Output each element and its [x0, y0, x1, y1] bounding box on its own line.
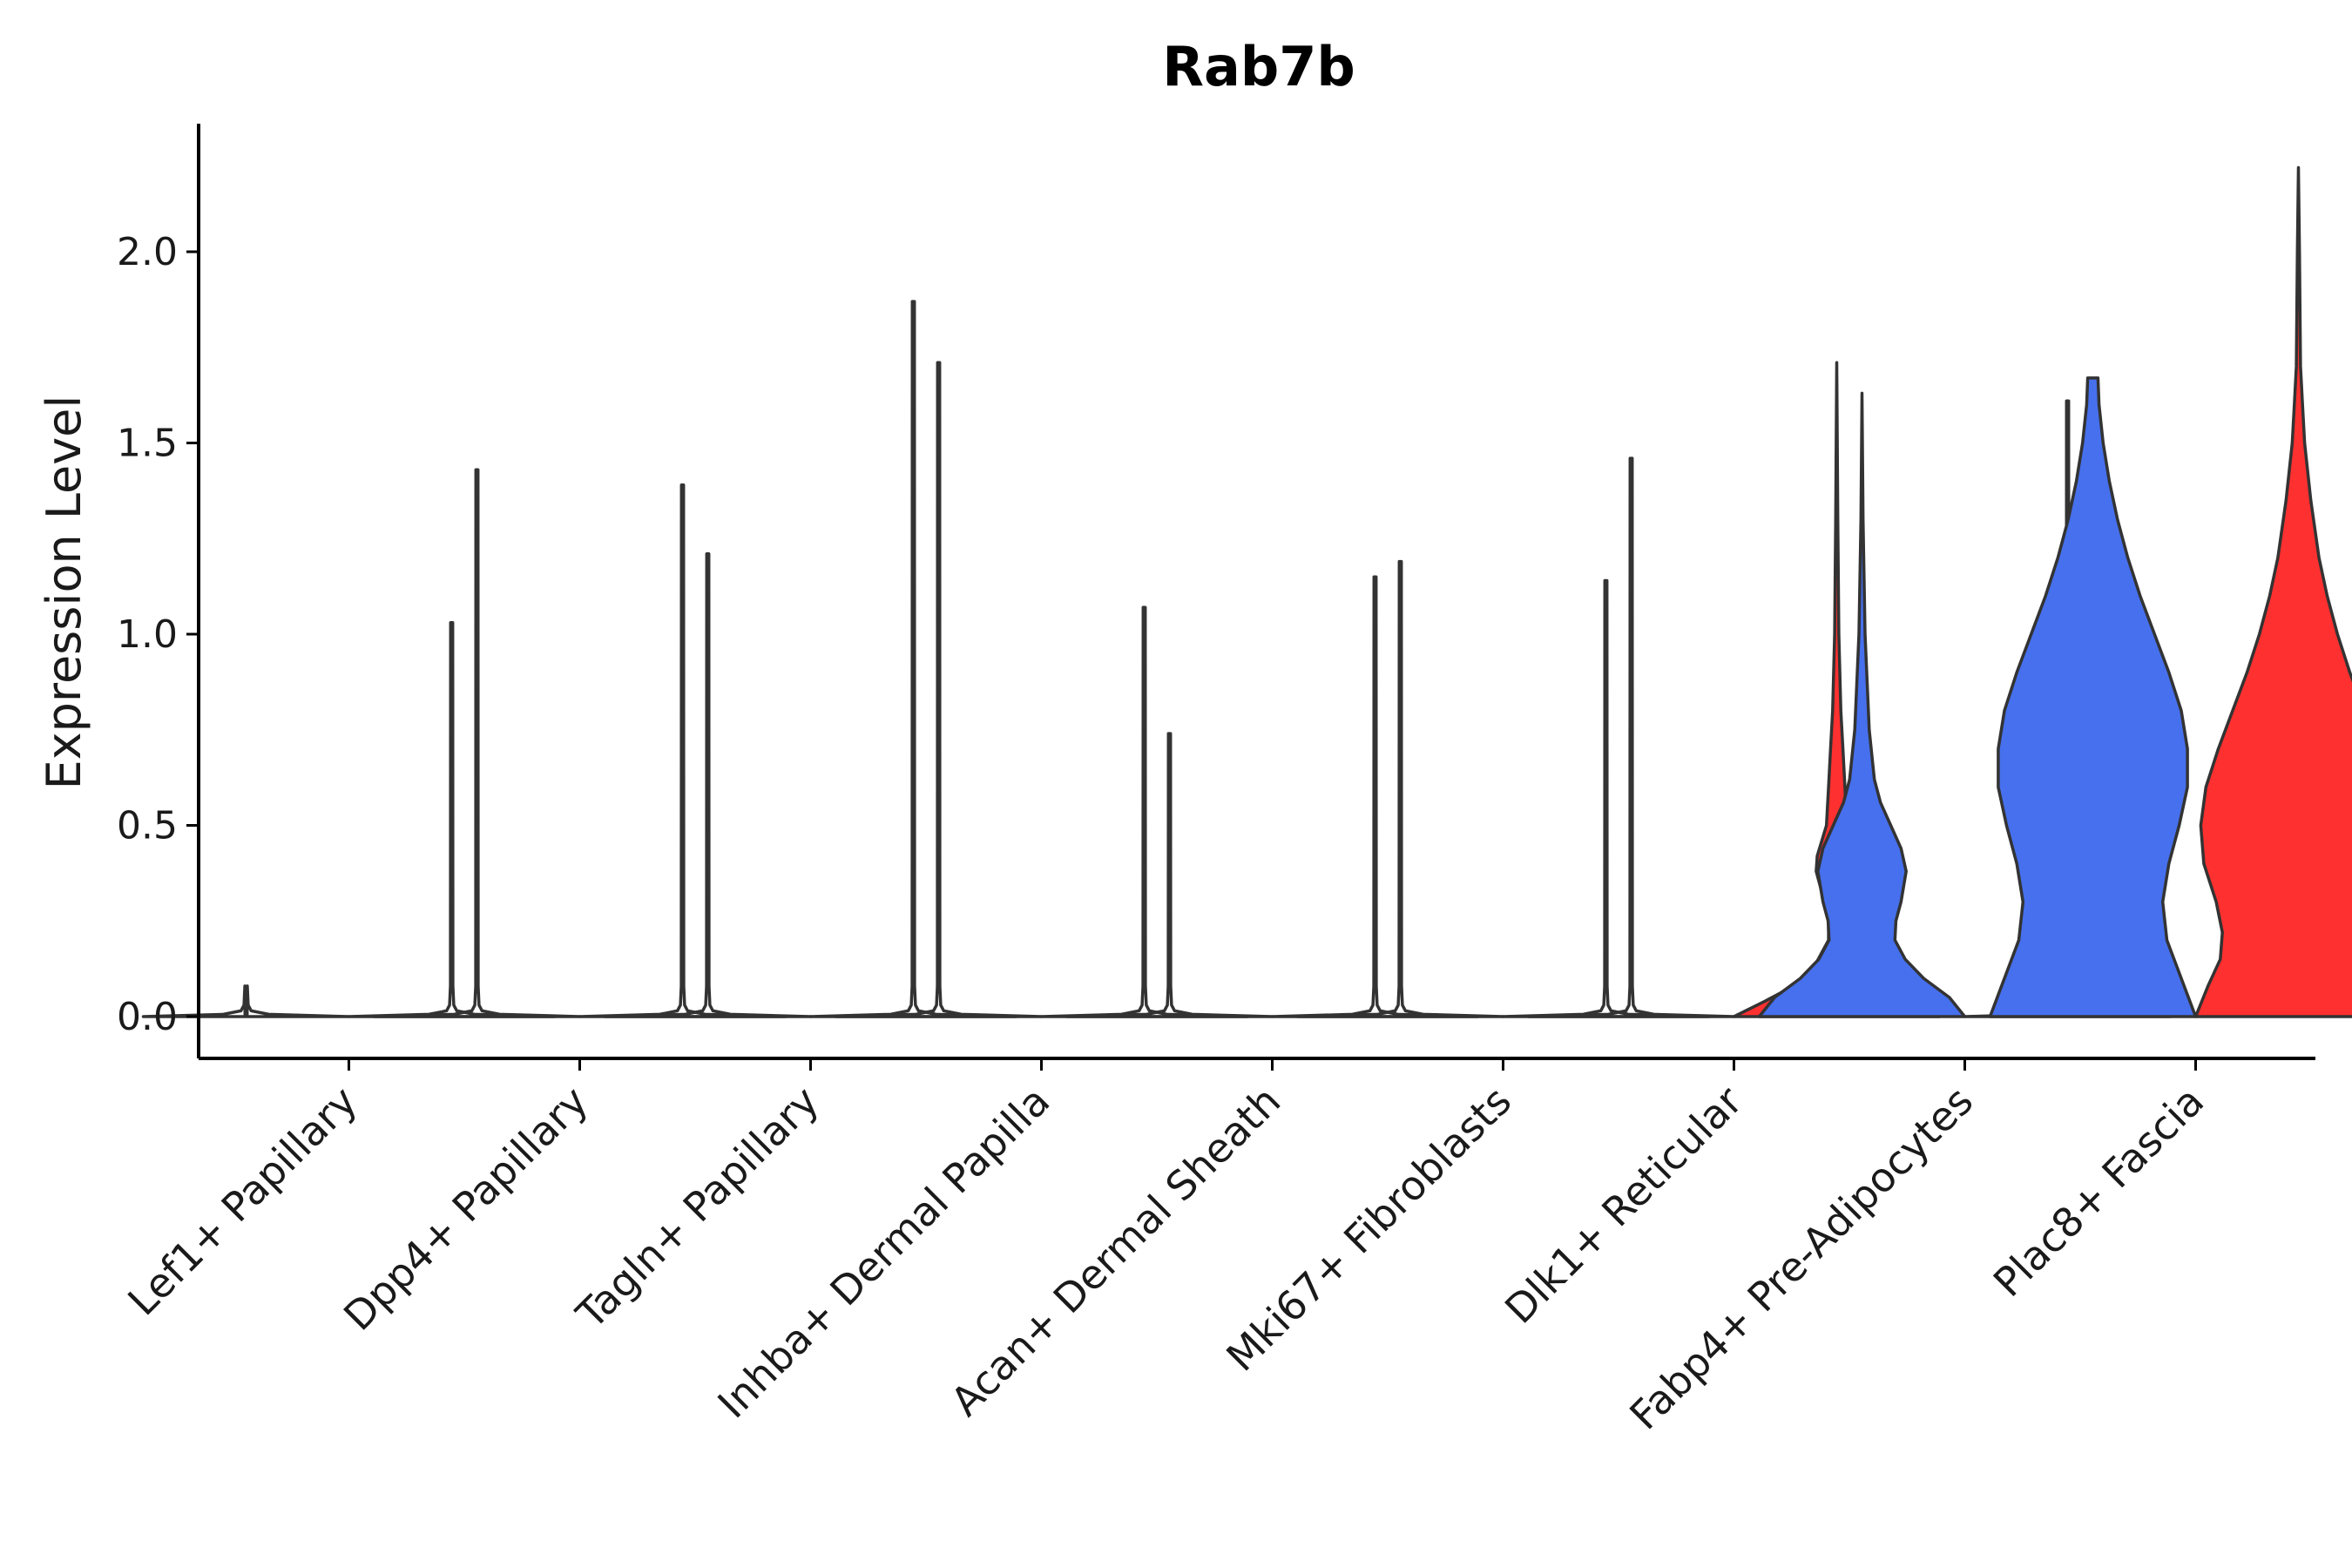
x-tick-label: Dlk1+ Reticular: [1496, 1078, 1751, 1333]
violin-5-right: [1501, 578, 1711, 1018]
x-tick-label: Tagln+ Papillary: [567, 1078, 828, 1339]
y-tick-label: 1.0: [117, 612, 178, 657]
y-tick-label: 0.5: [117, 804, 178, 848]
violin-3-left: [834, 361, 1044, 1018]
violin-6-left: [1526, 456, 1736, 1018]
violin-0-left: [141, 984, 351, 1018]
y-tick-label: 0.0: [117, 995, 178, 1039]
violin-8-right: [2193, 166, 2352, 1018]
violin-layer: [141, 166, 2352, 1018]
violin-7-left: [1757, 391, 1967, 1018]
violin-0-right: [347, 621, 557, 1018]
violin-5-left: [1295, 559, 1505, 1018]
y-axis-label: Expression Level: [37, 395, 91, 790]
y-tick-label: 2.0: [117, 230, 178, 274]
violin-2-right: [808, 300, 1018, 1018]
violin-4-right: [1270, 575, 1480, 1018]
x-tick-label: Plac8+ Fascia: [1984, 1078, 2213, 1306]
y-axis: 0.0 0.5 1.0 1.5 2.0: [117, 124, 200, 1058]
x-tick-label: Lef1+ Papillary: [118, 1078, 366, 1325]
violin-8-left: [1988, 376, 2198, 1018]
violin-1-left: [372, 468, 582, 1018]
violin-1-right: [578, 483, 787, 1018]
x-tick-label: Dpp4+ Papillary: [335, 1078, 597, 1340]
violin-4-left: [1064, 732, 1274, 1018]
y-tick-label: 1.5: [117, 422, 178, 466]
violin-2-left: [603, 552, 813, 1018]
violin-3-right: [1039, 605, 1249, 1018]
chart-title: Rab7b: [1162, 35, 1355, 98]
